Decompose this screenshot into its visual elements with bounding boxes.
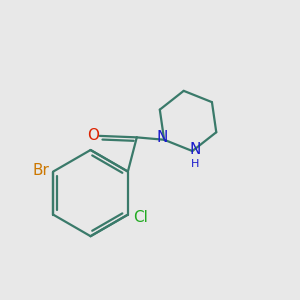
Text: H: H — [190, 158, 199, 169]
Text: N: N — [156, 130, 167, 145]
Text: O: O — [87, 128, 99, 143]
Text: N: N — [189, 142, 200, 157]
Text: Cl: Cl — [133, 210, 148, 225]
Text: Br: Br — [32, 163, 49, 178]
